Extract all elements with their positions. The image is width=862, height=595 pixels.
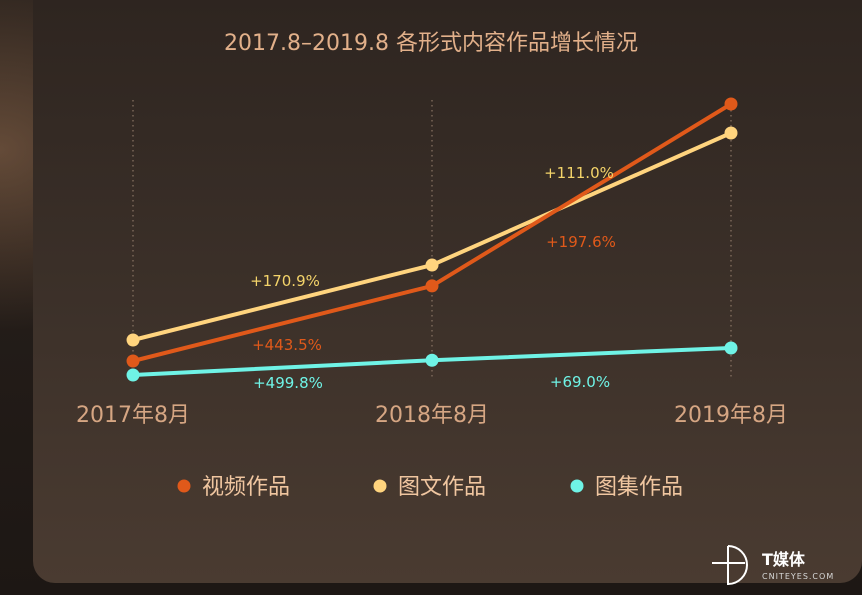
data-point bbox=[126, 333, 140, 347]
data-point bbox=[724, 97, 738, 111]
legend-marker bbox=[570, 479, 584, 493]
data-point bbox=[425, 258, 439, 272]
legend-item: 图文作品 bbox=[373, 475, 486, 500]
legend-item: 图集作品 bbox=[570, 475, 683, 500]
data-point bbox=[126, 354, 140, 368]
x-tick-label: 2017年8月 bbox=[76, 403, 190, 428]
legend-marker bbox=[177, 479, 191, 493]
grid-lines bbox=[132, 100, 732, 380]
data-label: +499.8% bbox=[253, 374, 323, 392]
watermark-brand: T媒体 bbox=[762, 550, 806, 569]
data-point bbox=[724, 341, 738, 355]
legend-item: 视频作品 bbox=[177, 475, 290, 500]
series-图文作品 bbox=[126, 126, 738, 347]
watermark-logo-icon bbox=[712, 545, 748, 585]
data-label: +111.0% bbox=[544, 164, 614, 182]
chart-title: 2017.8–2019.8 各形式内容作品增长情况 bbox=[224, 31, 638, 56]
series-视频作品 bbox=[126, 97, 738, 368]
data-point bbox=[724, 126, 738, 140]
x-tick-label: 2018年8月 bbox=[375, 403, 489, 428]
data-label: +69.0% bbox=[550, 373, 610, 391]
series-lines bbox=[126, 97, 738, 382]
legend: 视频作品 图文作品 图集作品 bbox=[177, 475, 683, 500]
legend-label: 图文作品 bbox=[398, 475, 486, 500]
data-label: +443.5% bbox=[252, 336, 322, 354]
watermark-sub: CNITEYES.COM bbox=[762, 572, 834, 581]
chart-panel bbox=[33, 0, 862, 583]
x-tick-label: 2019年8月 bbox=[674, 403, 788, 428]
x-axis-ticks: 2017年8月 2018年8月 2019年8月 bbox=[76, 403, 788, 428]
data-label: +170.9% bbox=[250, 272, 320, 290]
data-labels: +170.9% +443.5% +499.8% +111.0% +197.6% +69.0… bbox=[250, 164, 616, 392]
series-line bbox=[131, 102, 733, 363]
legend-label: 图集作品 bbox=[595, 475, 683, 500]
watermark: T媒体 CNITEYES.COM bbox=[712, 545, 834, 585]
data-point bbox=[425, 279, 439, 293]
data-label: +197.6% bbox=[546, 233, 616, 251]
series-图集作品 bbox=[126, 341, 738, 382]
legend-marker bbox=[373, 479, 387, 493]
legend-label: 视频作品 bbox=[202, 475, 290, 500]
data-point bbox=[425, 353, 439, 367]
data-point bbox=[126, 368, 140, 382]
